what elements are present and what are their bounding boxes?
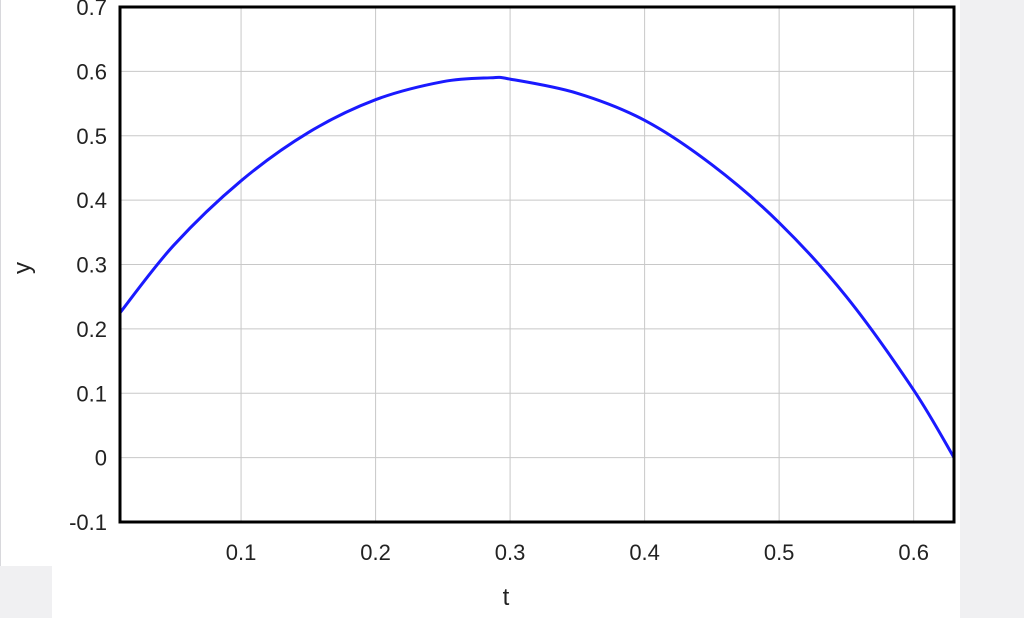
y-tick-label: 0.2 xyxy=(76,317,107,342)
y-tick-label: -0.1 xyxy=(69,510,107,535)
y-tick-label: 0.5 xyxy=(76,124,107,149)
y-tick-label: 0.7 xyxy=(76,0,107,20)
x-tick-label: 0.3 xyxy=(495,540,526,565)
series-line xyxy=(118,75,956,459)
plot-frame xyxy=(118,5,956,524)
y-tick-label: 0.6 xyxy=(76,59,107,84)
figure-background xyxy=(0,0,960,618)
x-tick-label: 0.6 xyxy=(898,540,929,565)
right-gutter xyxy=(960,0,1024,618)
y-tick-label: 0.4 xyxy=(76,188,107,213)
y-tick-label: 0.3 xyxy=(76,253,107,278)
x-tick-label: 0.5 xyxy=(764,540,795,565)
x-tick-label: 0.4 xyxy=(629,540,660,565)
x-tick-label: 0.2 xyxy=(360,540,391,565)
x-tick-label: 0.1 xyxy=(226,540,257,565)
y-tick-labels: -0.1 0 0.1 0.2 0.3 0.4 0.5 0.6 0.7 xyxy=(69,0,107,535)
x-tick-labels: 0.1 0.2 0.3 0.4 0.5 0.6 xyxy=(226,540,929,565)
x-axis-label: t xyxy=(503,584,510,611)
bottom-left-gutter xyxy=(0,566,52,618)
left-margin-panel xyxy=(0,0,52,566)
y-tick-label: 0 xyxy=(95,446,107,471)
grid-lines xyxy=(120,6,954,523)
y-axis-label: y xyxy=(9,262,36,274)
y-tick-label: 0.1 xyxy=(76,381,107,406)
